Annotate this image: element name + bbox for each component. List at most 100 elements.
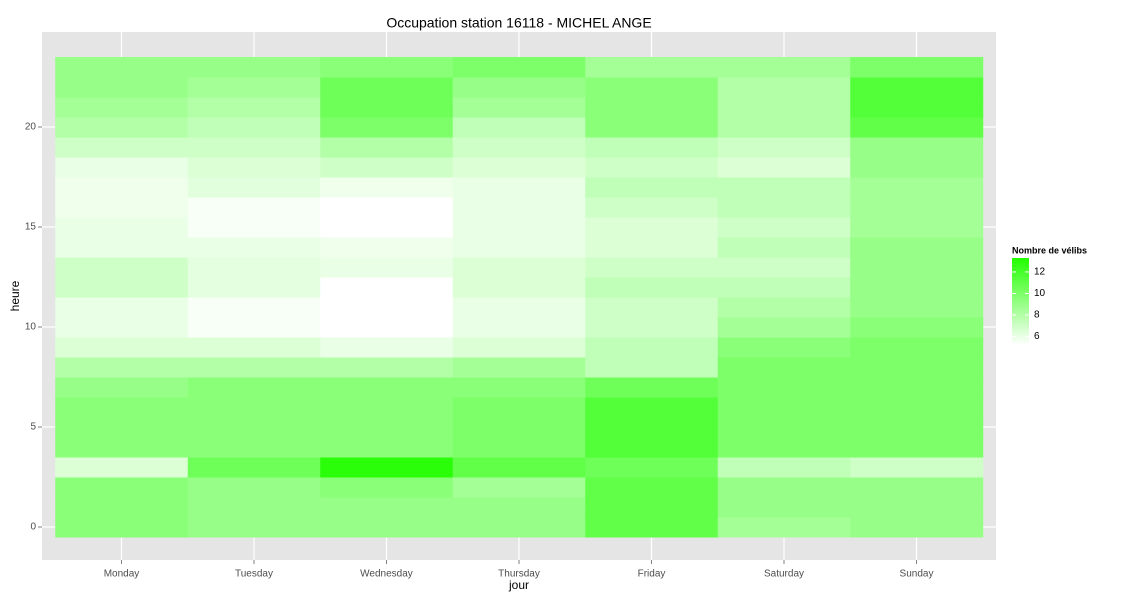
heat-cell bbox=[585, 497, 719, 518]
heat-cell bbox=[187, 57, 321, 78]
heat-cell bbox=[187, 177, 321, 198]
heat-cell bbox=[585, 97, 719, 118]
heat-cell bbox=[320, 77, 454, 98]
heat-cell bbox=[187, 477, 321, 498]
heat-cell bbox=[187, 197, 321, 218]
heat-cell bbox=[585, 57, 719, 78]
x-tick-label: Friday bbox=[638, 569, 666, 580]
y-tick-label: 20 bbox=[25, 122, 37, 133]
heat-cell bbox=[55, 477, 189, 498]
heat-cell bbox=[850, 397, 984, 418]
x-tick-label: Sunday bbox=[900, 569, 934, 580]
heat-cell bbox=[55, 77, 189, 98]
heat-cell bbox=[717, 117, 851, 138]
heat-cell bbox=[187, 237, 321, 258]
heat-cell bbox=[850, 517, 984, 538]
heat-cell bbox=[585, 257, 719, 278]
heat-cell bbox=[850, 317, 984, 338]
heat-cell bbox=[452, 297, 586, 318]
heat-cell bbox=[55, 137, 189, 158]
heat-cell bbox=[452, 277, 586, 298]
heat-cell bbox=[320, 297, 454, 318]
heat-cell bbox=[452, 77, 586, 98]
y-tick-label: 0 bbox=[30, 522, 36, 533]
heat-cell bbox=[55, 457, 189, 478]
heat-cell bbox=[320, 237, 454, 258]
heat-cell bbox=[320, 417, 454, 438]
heat-cell bbox=[717, 377, 851, 398]
heat-cell bbox=[187, 217, 321, 238]
heat-cell bbox=[850, 337, 984, 358]
heat-cell bbox=[55, 257, 189, 278]
heat-cell bbox=[452, 157, 586, 178]
heat-cell bbox=[850, 137, 984, 158]
heat-cell bbox=[320, 357, 454, 378]
colorbar-tick-label: 10 bbox=[1034, 288, 1046, 299]
heat-cell bbox=[717, 517, 851, 538]
heat-cell bbox=[55, 337, 189, 358]
heat-cell bbox=[850, 217, 984, 238]
heat-cell bbox=[717, 297, 851, 318]
heat-cell bbox=[452, 357, 586, 378]
heat-cell bbox=[452, 377, 586, 398]
heat-cell bbox=[187, 397, 321, 418]
heat-cell bbox=[187, 377, 321, 398]
heat-cell bbox=[717, 417, 851, 438]
heat-cell bbox=[452, 237, 586, 258]
heat-cell bbox=[187, 117, 321, 138]
heat-cell bbox=[320, 477, 454, 498]
heat-cell bbox=[585, 377, 719, 398]
heat-cell bbox=[452, 177, 586, 198]
heat-cell bbox=[187, 97, 321, 118]
heat-cell bbox=[187, 277, 321, 298]
heat-cell bbox=[850, 117, 984, 138]
heat-cell bbox=[585, 477, 719, 498]
heat-cell bbox=[585, 457, 719, 478]
heat-cell bbox=[585, 137, 719, 158]
heat-cell bbox=[187, 457, 321, 478]
heat-cell bbox=[717, 277, 851, 298]
heat-cell bbox=[452, 117, 586, 138]
heat-cell bbox=[717, 437, 851, 458]
heat-cell bbox=[320, 317, 454, 338]
heat-cell bbox=[55, 417, 189, 438]
heat-cell bbox=[320, 217, 454, 238]
heat-cell bbox=[850, 237, 984, 258]
heat-cell bbox=[585, 177, 719, 198]
heat-cell bbox=[585, 297, 719, 318]
heat-cell bbox=[850, 257, 984, 278]
y-tick-label: 5 bbox=[30, 422, 36, 433]
heat-cell bbox=[585, 217, 719, 238]
heat-cell bbox=[55, 97, 189, 118]
heat-cell bbox=[187, 357, 321, 378]
heat-cell bbox=[452, 97, 586, 118]
heat-cell bbox=[55, 297, 189, 318]
heat-cell bbox=[585, 337, 719, 358]
heat-cell bbox=[850, 157, 984, 178]
heat-cell bbox=[320, 117, 454, 138]
heat-cell bbox=[585, 197, 719, 218]
heat-cell bbox=[55, 57, 189, 78]
heat-cell bbox=[717, 197, 851, 218]
heat-cell bbox=[585, 277, 719, 298]
x-tick-label: Tuesday bbox=[235, 569, 273, 580]
heat-cell bbox=[452, 397, 586, 418]
heat-cell bbox=[452, 217, 586, 238]
heat-cell bbox=[585, 357, 719, 378]
heat-cell bbox=[452, 417, 586, 438]
heat-cell bbox=[850, 197, 984, 218]
heat-cell bbox=[585, 397, 719, 418]
heat-cell bbox=[55, 177, 189, 198]
heat-cell bbox=[585, 517, 719, 538]
heat-cell bbox=[850, 177, 984, 198]
heat-cell bbox=[850, 57, 984, 78]
heat-cell bbox=[717, 457, 851, 478]
heat-cell bbox=[320, 257, 454, 278]
heat-cell bbox=[55, 397, 189, 418]
heat-cell bbox=[850, 417, 984, 438]
heat-cell bbox=[55, 497, 189, 518]
colorbar bbox=[1012, 258, 1029, 345]
heat-cell bbox=[55, 157, 189, 178]
heat-cell bbox=[850, 477, 984, 498]
